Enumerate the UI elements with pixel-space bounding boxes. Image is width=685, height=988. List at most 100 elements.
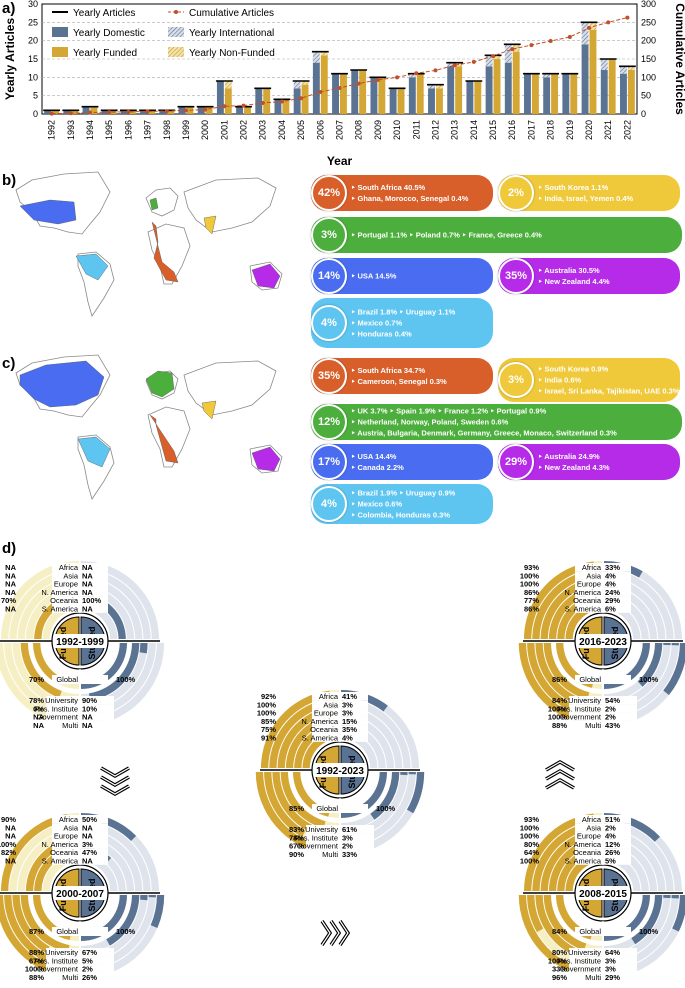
institution-row-label: Government xyxy=(37,713,79,722)
chevron-inner xyxy=(100,767,130,777)
region-bubble-asia: 3% ‣ South Korea 0.9% ‣ India 0.6% ‣ Israel… xyxy=(498,358,680,402)
cumulative-point xyxy=(87,110,92,115)
funded-value: NA xyxy=(5,571,16,580)
row-label-bg xyxy=(569,712,637,721)
bar-domestic xyxy=(159,110,167,114)
studied-value: 24% xyxy=(605,588,620,597)
funded-value: 80% xyxy=(552,948,567,957)
region-percentage: 29% xyxy=(498,444,534,480)
cumulative-point xyxy=(318,90,323,94)
bar-funded xyxy=(416,73,424,114)
cumulative-point xyxy=(183,108,188,113)
bar-domestic xyxy=(428,88,435,114)
bar-funded xyxy=(167,110,175,114)
region-bubble-europe: 12% ‣ UK 3.7% ‣ Spain 1.9% ‣ France 1.2% … xyxy=(311,404,682,440)
row-label-bg xyxy=(46,972,114,982)
x-tick-label: 2022 xyxy=(622,120,632,140)
region-row-label: Oceania xyxy=(573,596,602,605)
region-row-label: Africa xyxy=(582,563,602,572)
cumulative-point xyxy=(222,104,227,109)
row-label-bg xyxy=(575,675,631,684)
bar-funded xyxy=(531,73,539,114)
region-percentage: 4% xyxy=(311,305,347,341)
institution-row-label: Multi xyxy=(322,850,338,859)
row-label-bg xyxy=(575,587,631,597)
row-label-bg xyxy=(52,571,108,580)
region-percentage: 2% xyxy=(498,175,534,211)
studied-value: 12% xyxy=(605,840,620,849)
chevron-inner xyxy=(339,920,349,946)
x-tick-label: 2000 xyxy=(200,120,210,140)
bar-funded xyxy=(263,88,271,114)
bar-non-funded xyxy=(627,66,635,70)
landmass-asia xyxy=(183,360,277,416)
region-percentage: 14% xyxy=(311,258,347,294)
ring-bg-studied xyxy=(81,643,165,727)
bar-non-funded xyxy=(493,55,501,59)
studied-value: 29% xyxy=(605,596,620,605)
funded-value: 82% xyxy=(1,848,16,857)
bar-international xyxy=(293,81,301,89)
cumulative-point xyxy=(567,35,572,39)
x-tick-label: 2011 xyxy=(411,120,421,139)
cumulative-point xyxy=(126,109,131,114)
funded-value: 100% xyxy=(520,571,540,580)
studied-value: 3% xyxy=(342,709,353,718)
highlight-samerica xyxy=(77,436,111,468)
region-bubble-africa: 42% ‣ South Africa 40.5% ‣ Ghana, Morocco,… xyxy=(311,175,493,211)
funded-value: 88% xyxy=(29,973,44,982)
country-line: ‣ USA 14.5% xyxy=(351,271,397,281)
funded-value: 100% xyxy=(257,709,277,718)
studied-value: 100% xyxy=(376,804,396,813)
bar-funded xyxy=(608,59,616,114)
region-row-label: Asia xyxy=(323,700,338,709)
funded-value: 100% xyxy=(0,840,16,849)
funded-value: 64% xyxy=(524,848,539,857)
chevron xyxy=(100,775,130,788)
bar-domestic xyxy=(332,73,339,114)
region-row-label: Asia xyxy=(63,571,78,580)
funded-value: NA xyxy=(5,823,16,832)
bar-non-funded xyxy=(301,81,309,85)
y2-tick-label: 200 xyxy=(641,36,656,46)
row-label-bg xyxy=(569,948,637,957)
funded-value: 86% xyxy=(524,605,539,614)
row-label-bg xyxy=(569,720,637,730)
y-tick-label: 0 xyxy=(33,109,38,119)
chevron-inner xyxy=(545,779,575,789)
row-label-bg xyxy=(569,964,637,973)
ring-studied xyxy=(408,772,416,775)
studied-value: 100% xyxy=(116,927,136,936)
country-line: ‣ Ghana, Morocco, Senegal 0.4% xyxy=(351,194,469,203)
donut-1992-2023: FundedStudied1992-2023Africa92%41%Asia10… xyxy=(255,690,425,859)
ring-funded xyxy=(518,895,598,979)
chevron xyxy=(545,777,575,790)
studied-value: 54% xyxy=(605,696,620,705)
country-line: ‣ South Korea 0.9% xyxy=(538,364,609,374)
x-tick-label: 1998 xyxy=(162,120,172,140)
studied-value: 33% xyxy=(342,850,357,859)
bar-funded xyxy=(71,110,79,114)
row-label-bg xyxy=(52,848,108,857)
row-label-bg xyxy=(46,704,114,713)
legend-label: Cumulative Articles xyxy=(189,8,274,19)
chevron-inner xyxy=(330,920,340,946)
country-line: ‣ Austria, Bulgaria, Denmark, Germany, G… xyxy=(351,428,617,438)
ring-funded xyxy=(20,643,62,698)
legend-label: Yearly International xyxy=(189,28,274,39)
country-line: ‣ Honduras 0.4% xyxy=(351,329,412,339)
row-label-bg xyxy=(312,692,368,701)
funded-value: 100% xyxy=(25,965,45,974)
x-tick-label: 2012 xyxy=(430,120,440,140)
x-tick-label: 2008 xyxy=(354,120,364,140)
x-tick-label: 2017 xyxy=(526,120,536,140)
bar-funded xyxy=(52,110,60,114)
cumulative-point xyxy=(587,25,592,30)
region-row-label: Europe xyxy=(577,580,601,589)
bar-domestic xyxy=(312,62,320,114)
legend-swatch xyxy=(168,27,184,37)
region-row-label: Oceania xyxy=(50,596,79,605)
ring-studied xyxy=(88,643,140,701)
country-line: ‣ Portugal 1.1% ‣ Poland 0.7% ‣ France, … xyxy=(351,230,542,240)
region-row-label: N. America xyxy=(564,588,602,597)
